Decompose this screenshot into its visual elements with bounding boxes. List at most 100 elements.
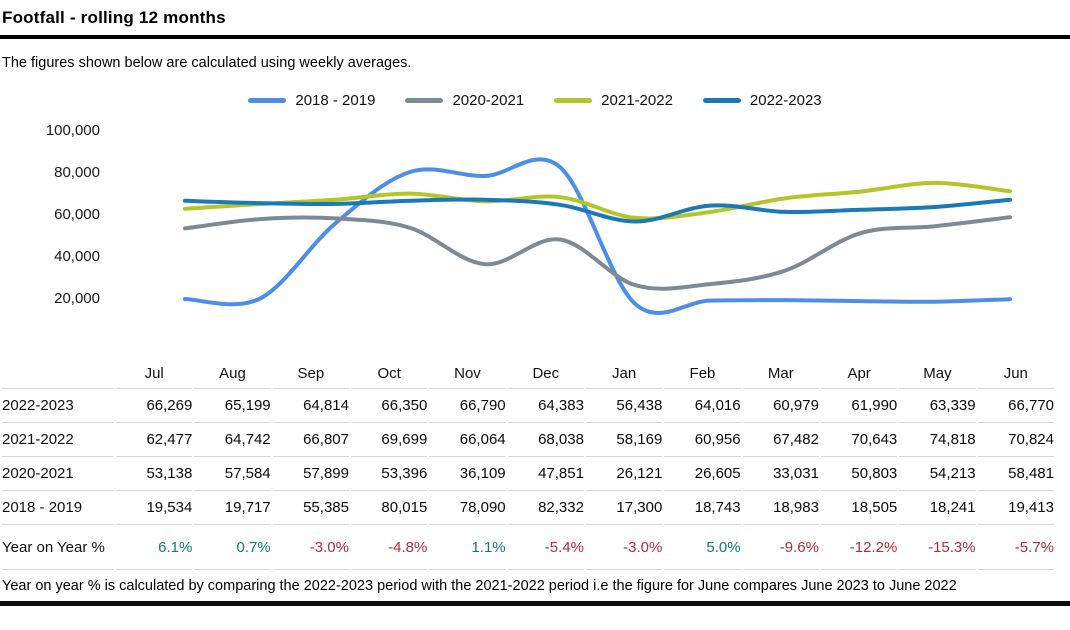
cell: 64,016 — [664, 388, 741, 422]
column-header-nov: Nov — [454, 364, 481, 382]
cell: 66,350 — [350, 388, 428, 422]
cell: 66,269 — [116, 388, 193, 422]
title-divider — [0, 35, 1070, 39]
cell: 54,213 — [899, 456, 976, 490]
column-header-feb: Feb — [689, 364, 716, 382]
cell: 50,803 — [820, 456, 898, 490]
table-row-2020-2021: 2020-2021 53,138 57,584 57,899 53,396 36,109 4… — [2, 456, 1054, 490]
legend-swatch-icon — [248, 97, 287, 103]
legend-item-2020-2021: 2020-2021 — [405, 92, 524, 109]
cell: 70,643 — [820, 422, 898, 456]
column-header-may: May — [923, 364, 952, 382]
cell: 66,770 — [977, 388, 1054, 422]
legend-label: 2018 - 2019 — [295, 91, 376, 109]
line-chart-canvas: 100,000 80,000 60,000 40,000 20,000 — [46, 122, 1012, 315]
footnote-text: Year on year % is calculated by comparin… — [2, 578, 957, 594]
footfall-table: Jul Aug Sep Oct Nov Dec Jan Feb Mar Apr May Jun 2022… — [0, 358, 1056, 570]
table-row-2021-2022: 2021-2022 62,477 64,742 66,807 69,699 66,064 6… — [2, 422, 1054, 456]
cell: 60,956 — [664, 422, 741, 456]
row-label: 2018 - 2019 — [2, 490, 114, 524]
legend-item-2021-2022: 2021-2022 — [554, 92, 673, 109]
chart-legend: 2018 - 2019 2020-2021 2021-2022 2022-2023 — [0, 91, 1070, 109]
cell: 19,534 — [116, 490, 193, 524]
cell: 58,481 — [977, 456, 1054, 490]
yoy-cell: 5.0% — [664, 524, 741, 570]
row-label: 2020-2021 — [2, 456, 114, 490]
cell: 70,824 — [977, 422, 1054, 456]
column-header-sep: Sep — [297, 364, 325, 382]
cell: 55,385 — [272, 490, 349, 524]
footfall-chart: 100,000 80,000 60,000 40,000 20,000 — [0, 113, 1070, 356]
table-row-year-on-year: Year on Year % 6.1% 0.7% -3.0% -4.8% 1.1% -5.4… — [2, 524, 1054, 570]
cell: 56,438 — [585, 388, 663, 422]
column-header-jun: Jun — [1003, 364, 1028, 382]
bottom-bar — [0, 601, 1070, 607]
page-title: Footfall - rolling 12 months — [2, 8, 226, 27]
cell: 67,482 — [742, 422, 819, 456]
cell: 17,300 — [585, 490, 663, 524]
column-header-dec: Dec — [532, 364, 560, 382]
legend-label: 2020-2021 — [452, 91, 525, 109]
yoy-cell: -3.0% — [272, 524, 349, 570]
row-label: 2022-2023 — [2, 388, 114, 422]
cell: 80,015 — [350, 490, 428, 524]
cell: 69,699 — [350, 422, 428, 456]
cell: 58,169 — [585, 422, 663, 456]
cell: 74,818 — [899, 422, 976, 456]
cell: 57,584 — [194, 456, 271, 490]
cell: 78,090 — [429, 490, 506, 524]
cell: 18,983 — [742, 490, 819, 524]
cell: 33,031 — [742, 456, 819, 490]
legend-swatch-icon — [405, 97, 444, 103]
cell: 64,814 — [272, 388, 349, 422]
legend-swatch-icon — [702, 97, 741, 103]
column-header-oct: Oct — [377, 364, 401, 382]
y-axis-tick-label: 100,000 — [46, 122, 100, 139]
column-header-mar: Mar — [767, 364, 794, 382]
cell: 63,339 — [899, 388, 976, 422]
cell: 18,241 — [899, 490, 976, 524]
cell: 65,199 — [194, 388, 271, 422]
cell: 26,121 — [585, 456, 663, 490]
legend-item-2022-2023: 2022-2023 — [702, 91, 822, 109]
cell: 18,505 — [820, 490, 898, 524]
y-axis-tick-label: 40,000 — [54, 248, 100, 265]
cell: 19,413 — [977, 490, 1054, 524]
yoy-cell: 0.7% — [194, 524, 271, 570]
cell: 64,742 — [194, 422, 271, 456]
column-header-aug: Aug — [219, 364, 246, 382]
cell: 82,332 — [507, 490, 584, 524]
cell: 62,477 — [116, 422, 193, 456]
yoy-cell: -3.0% — [585, 524, 663, 570]
table-row-2018-2019: 2018 - 2019 19,534 19,717 55,385 80,015 78,09… — [2, 490, 1054, 524]
yoy-cell: -5.4% — [507, 524, 584, 570]
yoy-cell: -9.6% — [742, 524, 819, 570]
row-label: 2021-2022 — [2, 422, 114, 456]
cell: 66,064 — [429, 422, 506, 456]
line-2020-2021 — [183, 215, 1012, 291]
legend-label: 2021-2022 — [601, 91, 673, 109]
table-header-row: Jul Aug Sep Oct Nov Dec Jan Feb Mar Apr May Jun — [2, 358, 1054, 388]
cell: 53,138 — [116, 456, 193, 490]
line-2021-2022 — [183, 180, 1012, 221]
column-header-jan: Jan — [612, 364, 637, 382]
cell: 47,851 — [507, 456, 584, 490]
cell: 36,109 — [429, 456, 506, 490]
cell: 68,038 — [507, 422, 584, 456]
yoy-cell: 6.1% — [116, 524, 193, 570]
y-axis-tick-label: 60,000 — [54, 206, 100, 223]
yoy-cell: -5.7% — [977, 524, 1054, 570]
cell: 60,979 — [742, 388, 819, 422]
line-2022-2023 — [183, 197, 1012, 224]
column-header-apr: Apr — [847, 364, 871, 382]
column-header-jul: Jul — [144, 364, 164, 382]
yoy-cell: 1.1% — [429, 524, 506, 570]
cell: 26,605 — [664, 456, 741, 490]
legend-label: 2022-2023 — [749, 91, 822, 109]
subtitle-text: The figures shown below are calculated u… — [2, 55, 412, 71]
yoy-cell: -15.3% — [899, 524, 976, 570]
yoy-cell: -12.2% — [820, 524, 898, 570]
cell: 53,396 — [350, 456, 428, 490]
cell: 66,790 — [429, 388, 506, 422]
